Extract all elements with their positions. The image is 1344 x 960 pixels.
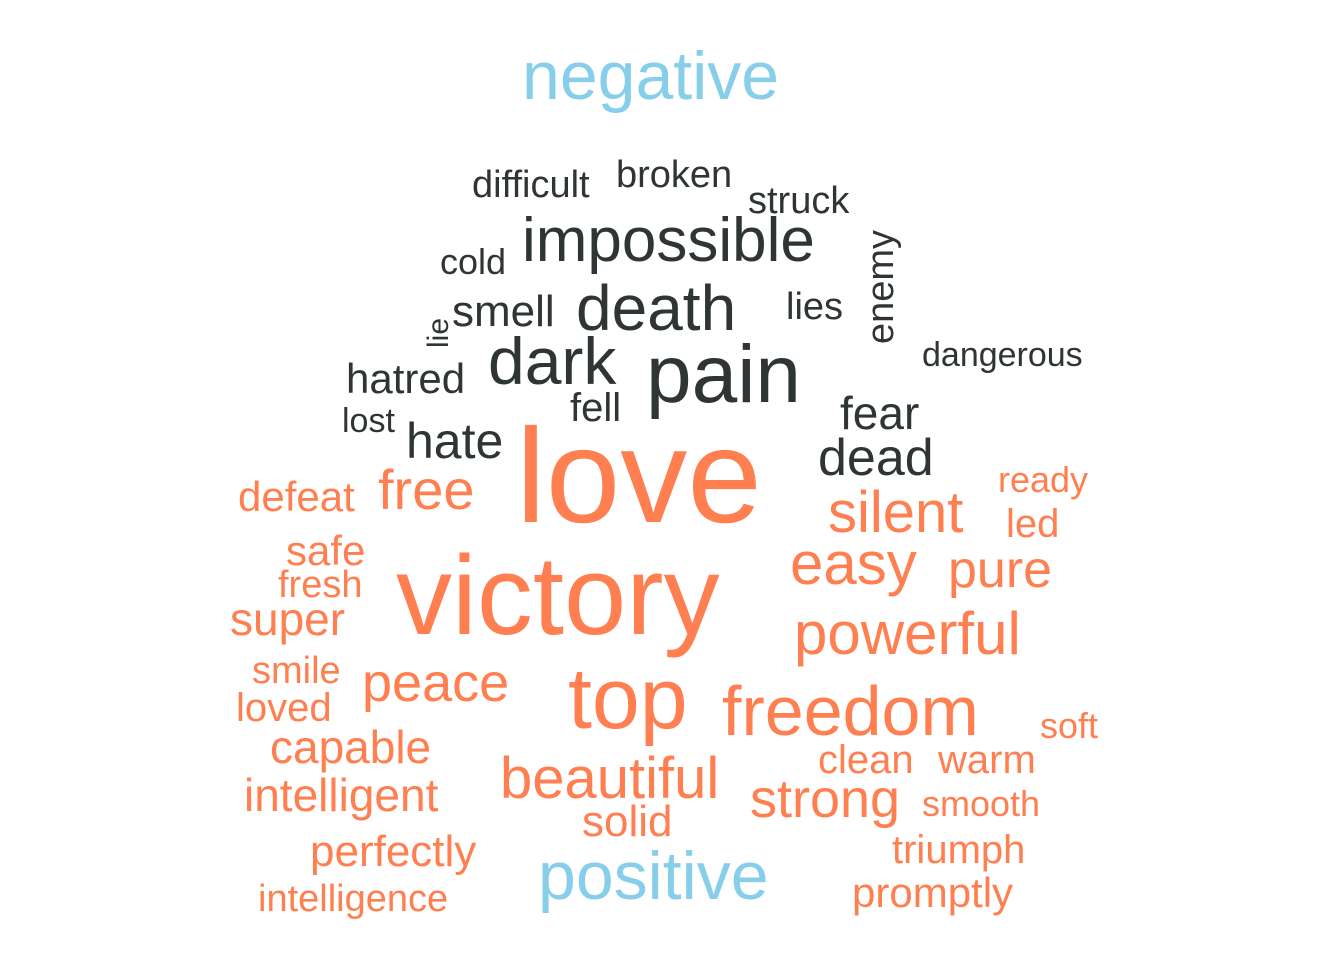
word-powerful: powerful (794, 600, 1021, 667)
word-solid: solid (582, 797, 673, 846)
word-triumph: triumph (892, 828, 1026, 872)
word-love: love (516, 402, 762, 551)
word-fear: fear (840, 387, 920, 439)
word-strong: strong (750, 769, 901, 829)
word-smooth: smooth (922, 783, 1041, 824)
word-intelligence: intelligence (258, 878, 449, 920)
word-promptly: promptly (852, 869, 1014, 916)
word-broken: broken (616, 154, 733, 196)
word-top: top (568, 651, 688, 747)
word-warm: warm (938, 738, 1036, 782)
word-hatred: hatred (346, 355, 466, 402)
word-perfectly: perfectly (310, 827, 477, 876)
word-smell: smell (452, 287, 555, 336)
word-defeat: defeat (238, 473, 355, 520)
word-dead: dead (818, 429, 934, 487)
word-death: death (576, 272, 737, 344)
word-victory: victory (396, 533, 720, 658)
word-smile: smile (252, 650, 341, 692)
word-enemy: enemy (860, 230, 902, 345)
word-dangerous: dangerous (922, 336, 1083, 374)
word-beautiful: beautiful (500, 746, 720, 811)
word-cold: cold (440, 241, 507, 282)
word-free: free (378, 458, 475, 521)
word-soft: soft (1040, 705, 1099, 746)
word-lies: lies (786, 286, 844, 328)
word-hate: hate (406, 413, 504, 469)
word-silent: silent (828, 480, 964, 545)
word-safe: safe (286, 527, 366, 574)
word-peace: peace (362, 653, 510, 713)
word-ready: ready (998, 459, 1089, 500)
word-lie: lie (422, 318, 455, 349)
word-fresh: fresh (278, 564, 363, 606)
group-label-positive: positive (538, 838, 769, 914)
word-capable: capable (270, 721, 432, 773)
word-fell: fell (570, 386, 622, 430)
word-struck: struck (748, 180, 850, 222)
word-led: led (1006, 502, 1060, 546)
word-loved: loved (236, 686, 332, 730)
word-super: super (230, 593, 346, 645)
word-clean: clean (818, 738, 914, 782)
word-intelligent: intelligent (244, 769, 439, 821)
word-easy: easy (790, 530, 917, 597)
word-difficult: difficult (472, 164, 590, 206)
word-pain: pain (646, 329, 802, 420)
word-pure: pure (948, 541, 1053, 599)
word-lost: lost (342, 402, 395, 440)
group-label-negative: negative (522, 38, 780, 114)
word-dark: dark (488, 324, 617, 398)
word-impossible: impossible (522, 206, 815, 275)
word-freedom: freedom (722, 672, 979, 750)
